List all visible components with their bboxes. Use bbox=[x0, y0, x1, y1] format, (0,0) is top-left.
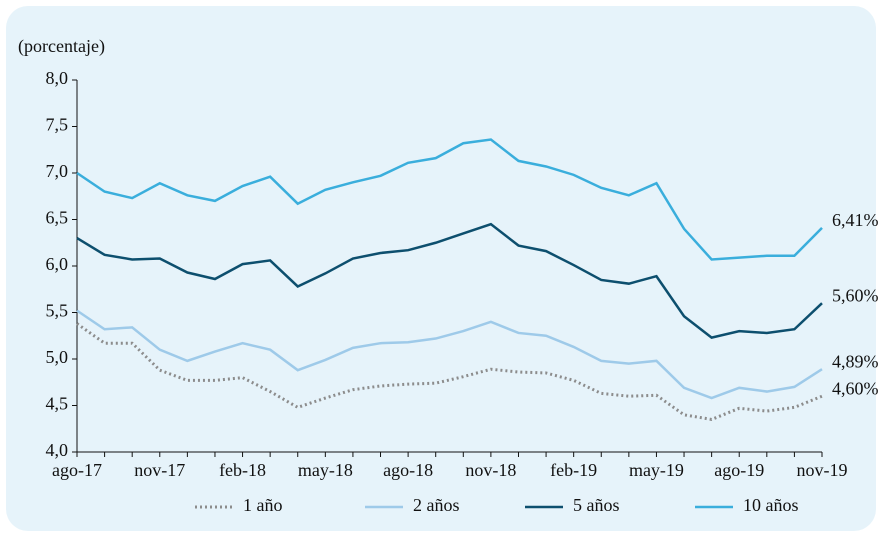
chart-panel bbox=[6, 6, 876, 531]
series-line bbox=[76, 309, 823, 400]
x-tick-label: nov-17 bbox=[134, 460, 185, 480]
legend-label: 10 años bbox=[743, 495, 799, 515]
y-tick-label: 5,0 bbox=[46, 347, 69, 367]
x-tick-label: may-19 bbox=[629, 460, 684, 480]
series-line bbox=[76, 138, 823, 261]
y-tick-label: 5,5 bbox=[46, 301, 69, 321]
x-tick-label: ago-19 bbox=[714, 460, 764, 480]
x-tick-label: feb-19 bbox=[550, 460, 597, 480]
x-tick-label: ago-17 bbox=[52, 460, 102, 480]
legend-label: 5 años bbox=[573, 495, 620, 515]
x-tick-label: feb-18 bbox=[219, 460, 266, 480]
y-tick-label: 6,0 bbox=[46, 254, 69, 274]
y-tick-label: 4,0 bbox=[46, 440, 69, 460]
y-axis-label: (porcentaje) bbox=[18, 36, 105, 57]
x-tick-label: nov-18 bbox=[465, 460, 516, 480]
legend-label: 1 año bbox=[243, 495, 283, 515]
series-line bbox=[76, 222, 823, 339]
x-tick-label: nov-19 bbox=[797, 460, 848, 480]
y-tick-label: 8,0 bbox=[46, 68, 69, 88]
value-label: 6,41% bbox=[832, 210, 879, 230]
x-tick-label: ago-18 bbox=[383, 460, 433, 480]
value-label: 4,89% bbox=[832, 351, 879, 371]
y-tick-label: 7,0 bbox=[46, 161, 69, 181]
y-tick-label: 6,5 bbox=[46, 208, 69, 228]
value-label: 4,60% bbox=[832, 378, 879, 398]
legend-label: 2 años bbox=[413, 495, 460, 515]
value-label: 5,60% bbox=[832, 285, 879, 305]
x-tick-label: may-18 bbox=[298, 460, 353, 480]
y-tick-label: 4,5 bbox=[46, 394, 69, 414]
y-tick-label: 7,5 bbox=[46, 115, 69, 135]
